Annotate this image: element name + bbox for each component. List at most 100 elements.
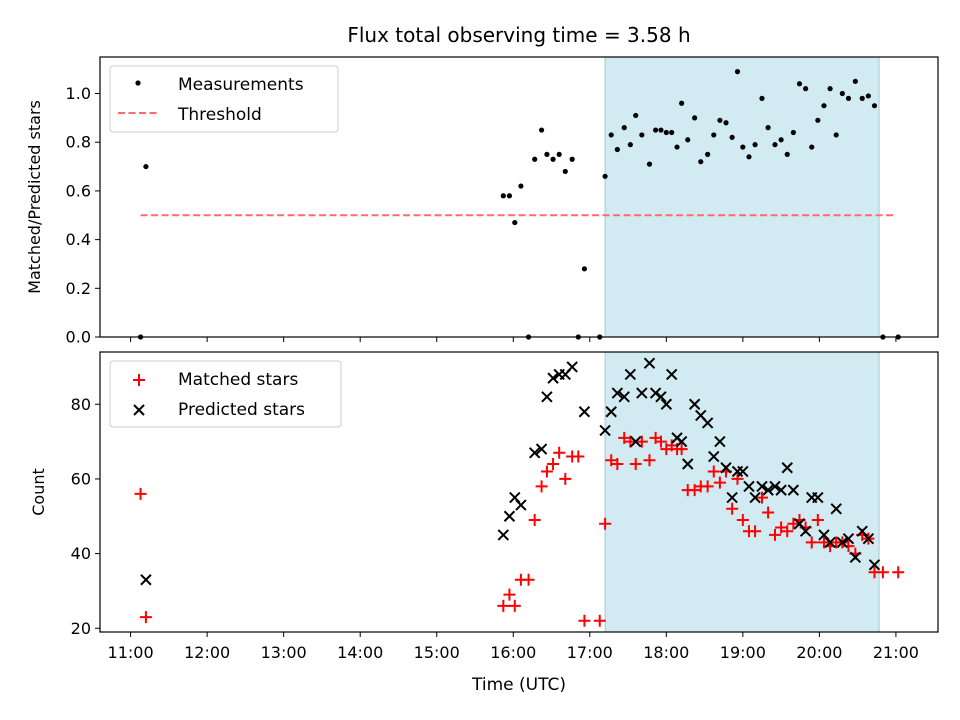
measurement-point	[852, 78, 858, 84]
x-tick-label: 18:00	[643, 643, 689, 662]
top-ylabel: Matched/Predicted stars	[25, 100, 44, 294]
y-tick-label: 1.0	[66, 84, 91, 103]
measurement-point	[627, 142, 633, 148]
legend-predicted-label: Predicted stars	[178, 400, 305, 420]
y-tick-label: 0.2	[66, 279, 91, 298]
matched-star-point	[643, 454, 656, 467]
matched-star-point	[508, 599, 521, 612]
measurement-point	[532, 156, 538, 162]
measurement-point	[621, 125, 627, 131]
observing-window-shade	[604, 351, 880, 633]
top-legend-box	[109, 65, 339, 133]
matched-star-point	[805, 536, 818, 549]
measurement-point	[633, 112, 639, 119]
x-tick-label: 21:00	[873, 643, 919, 662]
measurement-point	[679, 100, 685, 106]
predicted-star-point	[862, 532, 875, 545]
measurement-point	[653, 127, 659, 133]
legend-matched-marker	[133, 374, 145, 386]
predicted-star-point	[781, 462, 793, 474]
measurement-point	[790, 129, 796, 136]
matched-star-point	[611, 458, 624, 470]
predicted-star-point	[762, 484, 774, 496]
measurement-point	[608, 132, 614, 138]
legend-predicted-marker	[133, 404, 145, 416]
y-tick-label: 60	[71, 469, 91, 488]
matched-star-point	[736, 514, 749, 526]
matched-star-point	[787, 517, 800, 530]
measurement-point	[765, 125, 771, 131]
observing-window-shade	[604, 56, 880, 338]
matched-star-point	[593, 614, 606, 627]
predicted-star-point	[618, 391, 630, 403]
x-tick-label: 20:00	[796, 643, 842, 662]
measurement-point	[663, 129, 669, 136]
measurement-point	[803, 86, 809, 92]
measurement-point	[778, 137, 784, 143]
matched-star-point	[688, 484, 701, 497]
matched-star-point	[553, 446, 566, 459]
measurement-point	[815, 117, 821, 123]
measurement-point	[734, 69, 741, 75]
predicted-star-point	[599, 424, 611, 437]
y-tick-label: 40	[71, 544, 91, 563]
matched-star-point	[713, 476, 726, 489]
measurement-point	[143, 163, 149, 170]
matched-star-point	[572, 450, 585, 463]
predicted-star-point	[541, 391, 553, 403]
predicted-star-point	[682, 458, 694, 470]
predicted-star-point	[649, 387, 662, 399]
measurement-point	[538, 127, 545, 133]
matched-star-point	[817, 536, 830, 549]
matched-star-point	[781, 525, 794, 538]
measurement-point	[556, 151, 562, 157]
y-tick-label: 80	[71, 395, 91, 414]
x-tick-label: 11:00	[108, 643, 154, 662]
matched-star-point	[675, 443, 688, 456]
predicted-star-point	[849, 551, 862, 564]
measurement-point	[674, 144, 680, 150]
legend-matched-label: Matched stars	[178, 370, 298, 390]
matched-star-point	[876, 566, 889, 579]
x-tick-label: 17:00	[567, 643, 613, 662]
legend-measurements-label: Measurements	[178, 75, 304, 95]
x-tick-label: 14:00	[337, 643, 383, 662]
measurement-point	[859, 95, 865, 101]
predicted-star-point	[836, 536, 849, 549]
predicted-star-point	[528, 447, 541, 459]
measurement-point	[506, 193, 513, 199]
predicted-star-point	[665, 368, 678, 381]
matched-star-point	[654, 435, 667, 448]
predicted-star-point	[624, 368, 637, 381]
measurement-point	[772, 142, 778, 148]
measurement-point	[646, 161, 653, 167]
measurement-point	[821, 103, 827, 109]
measurement-point	[581, 266, 588, 272]
measurement-point	[871, 103, 878, 109]
predicted-star-point	[749, 491, 761, 504]
measurement-point	[752, 142, 758, 148]
measurement-point	[500, 193, 506, 199]
matched-star-point	[768, 528, 781, 541]
matched-star-point	[559, 472, 572, 485]
measurement-point	[717, 117, 723, 123]
measurement-point	[639, 132, 645, 138]
matched-star-point	[731, 472, 744, 485]
matched-star-point	[618, 431, 631, 444]
predicted-star-point	[868, 559, 881, 571]
predicted-star-point	[578, 406, 591, 418]
y-tick-label: 0.4	[66, 230, 91, 249]
predicted-star-point	[787, 484, 800, 496]
measurement-point	[614, 146, 620, 153]
top-plot-area: 0.0 0.2 0.4 0.6 0.8 1.0	[66, 56, 939, 347]
bottom-panel-counts: Count Time (UTC) 20 40 60 80 11:00 12:00 13:00…	[29, 351, 939, 695]
measurement-point	[833, 132, 839, 138]
bottom-ylabel: Count	[29, 468, 48, 516]
predicted-star-point	[737, 465, 749, 478]
predicted-star-point	[842, 532, 855, 545]
predicted-star-point	[675, 435, 688, 448]
measurement-point	[784, 151, 790, 157]
matched-star-point	[701, 480, 714, 493]
measurement-point	[569, 156, 575, 162]
y-tick-label: 0.8	[66, 133, 91, 152]
